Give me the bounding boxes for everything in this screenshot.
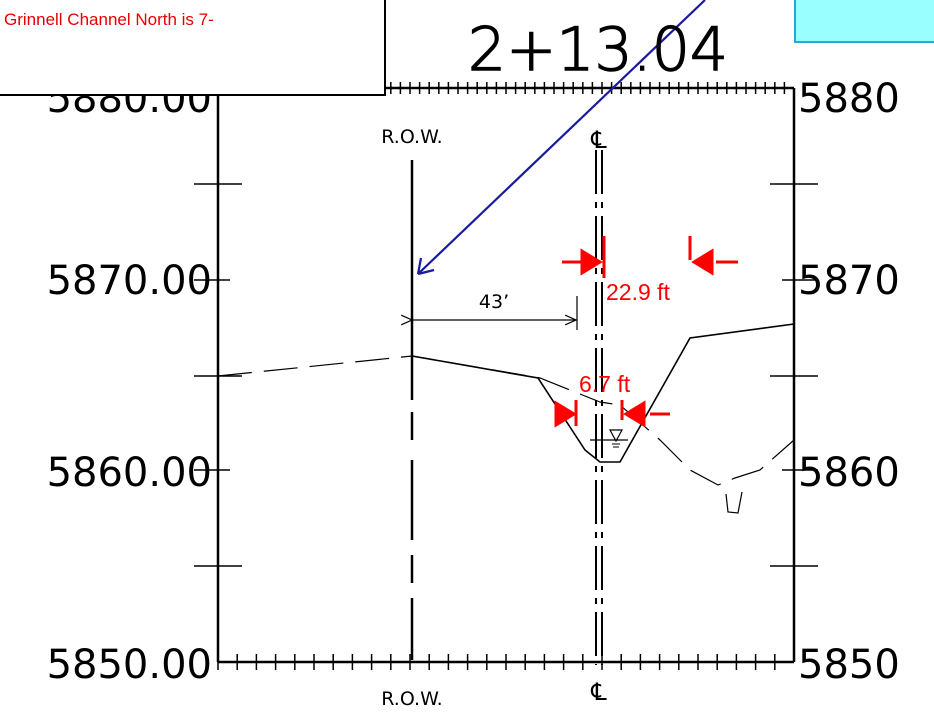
bottom-width-arrows	[554, 400, 670, 428]
elev-right-5880: 5880	[798, 76, 900, 122]
station-label: 2+13.04	[468, 15, 728, 85]
existing-ground-line	[217, 355, 795, 486]
elevation-ticks	[194, 183, 818, 567]
dimension-43-label: 43’	[479, 291, 509, 313]
top-width-arrows	[562, 236, 738, 278]
dimension-43	[412, 296, 578, 330]
elev-left-5860: 5860.00	[47, 450, 212, 496]
bottom-width-label: 6.7 ft	[579, 371, 631, 397]
elev-right-5870: 5870	[798, 258, 900, 304]
row-label-top: R.O.W.	[381, 126, 442, 148]
leader-line	[416, 0, 706, 276]
top-width-label: 22.9 ft	[606, 279, 671, 305]
callout-text: Grinnell Channel North is 7-	[4, 10, 214, 29]
frame-ticks	[217, 82, 786, 670]
note-box	[794, 0, 934, 43]
elev-right-5860: 5860	[798, 450, 900, 496]
elev-left-5870: 5870.00	[47, 258, 212, 304]
water-surface-icon	[608, 429, 624, 443]
existing-ground-notch	[725, 491, 743, 514]
row-label-bottom: R.O.W.	[381, 688, 442, 710]
proposed-channel-line	[411, 323, 795, 463]
callout-box: Grinnell Channel North is 7-	[0, 0, 386, 96]
centerline-label-top: ℄	[590, 126, 607, 154]
centerline-label-bottom: ℄	[590, 678, 607, 706]
elev-left-5850: 5850.00	[47, 642, 212, 688]
centerline	[595, 150, 603, 665]
elev-right-5850: 5850	[798, 642, 900, 688]
plot-frame	[216, 86, 796, 664]
